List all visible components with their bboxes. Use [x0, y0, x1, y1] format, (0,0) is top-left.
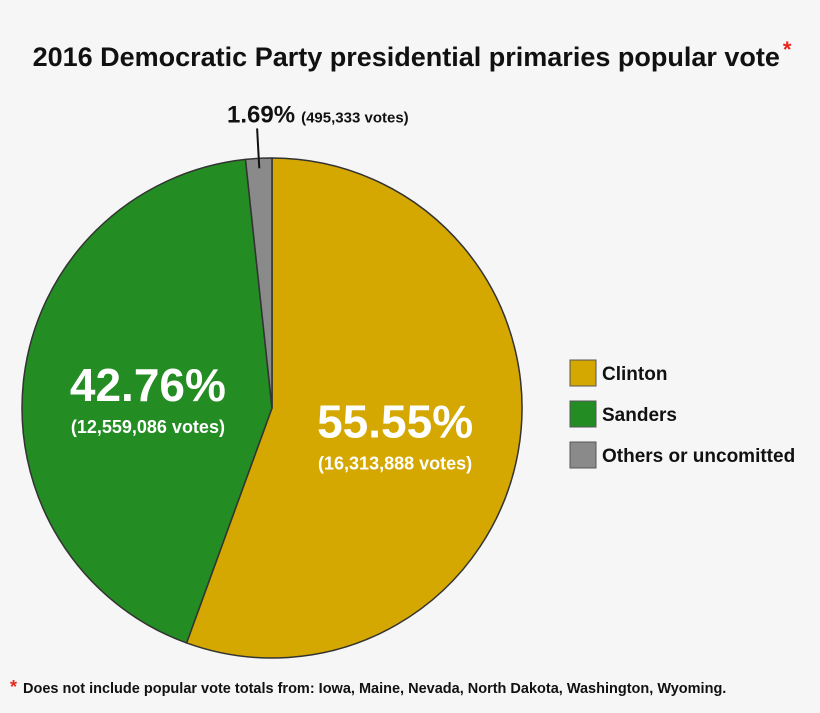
percent-label-clinton: 55.55%	[317, 396, 473, 448]
legend: Clinton Sanders Others or uncomitted	[569, 359, 795, 469]
votes-label-sanders: (12,559,086 votes)	[71, 417, 225, 437]
legend-label-clinton: Clinton	[602, 364, 667, 385]
pie-slice-sanders	[21, 158, 273, 644]
legend-label-sanders: Sanders	[602, 405, 677, 426]
votes-label-others-or-uncomitted: (495,333 votes)	[301, 109, 409, 126]
footnote-text: Does not include popular vote totals fro…	[23, 681, 726, 697]
percent-label-others-or-uncomitted: 1.69%	[227, 101, 295, 128]
footnote-asterisk: *	[10, 677, 17, 697]
chart-title-text: 2016 Democratic Party presidential prima…	[33, 42, 780, 72]
legend-label-others-or-uncomitted: Others or uncomitted	[602, 446, 795, 467]
pie-slices	[21, 157, 523, 659]
footnote: * Does not include popular vote totals fr…	[10, 677, 726, 697]
title-asterisk: *	[783, 37, 792, 62]
pie-slice-clinton	[185, 157, 523, 659]
legend-swatch-sanders	[569, 400, 597, 428]
votes-label-clinton: (16,313,888 votes)	[318, 454, 472, 474]
legend-swatch-clinton	[569, 359, 597, 387]
chart-title: 2016 Democratic Party presidential prima…	[33, 37, 792, 72]
percent-label-sanders: 42.76%	[70, 359, 226, 411]
callout-line-others-or-uncomitted	[256, 128, 261, 169]
slice-labels: 55.55% (16,313,888 votes) 42.76% (12,559,08…	[70, 101, 473, 473]
legend-swatch-others-or-uncomitted	[569, 441, 597, 469]
